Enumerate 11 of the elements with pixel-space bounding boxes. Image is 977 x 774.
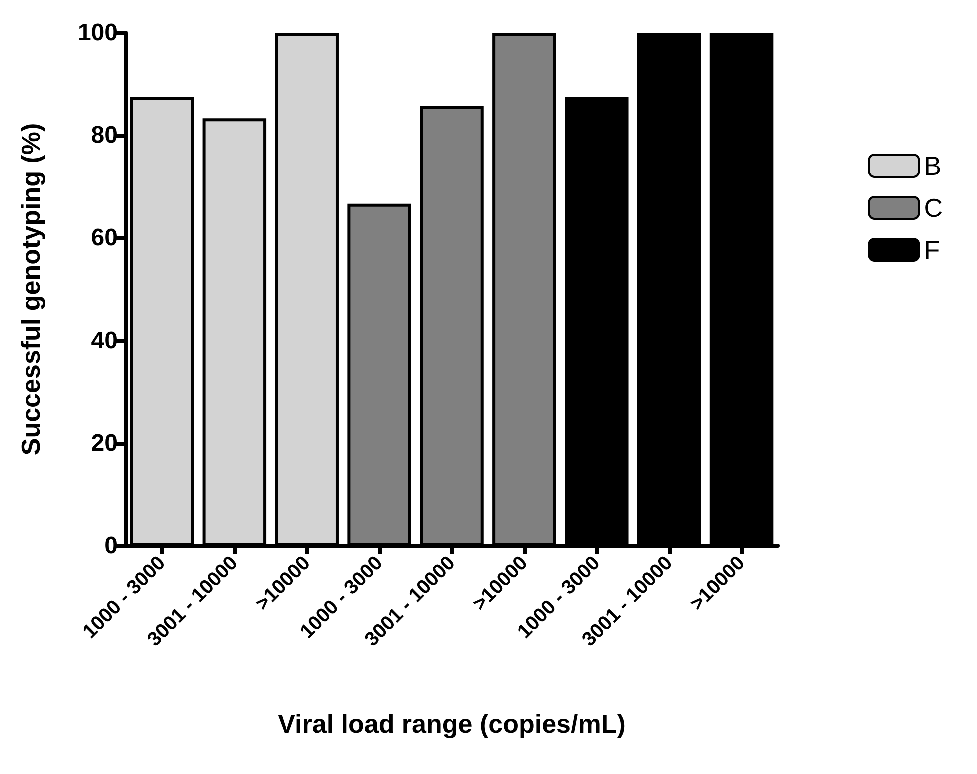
legend-label: B	[924, 151, 942, 181]
y-tick-label: 80	[91, 122, 118, 150]
x-axis-title: Viral load range (copies/mL)	[278, 709, 626, 739]
legend-label: F	[924, 235, 940, 265]
y-tick-label: 60	[91, 224, 118, 252]
y-axis-title: Successful genotyping (%)	[16, 123, 46, 456]
y-tick-label: 0	[104, 532, 118, 560]
y-tick-label: 100	[78, 20, 118, 46]
y-tick-label: 20	[91, 430, 118, 457]
y-tick-label: 40	[91, 327, 118, 354]
legend-label: C	[924, 193, 944, 223]
